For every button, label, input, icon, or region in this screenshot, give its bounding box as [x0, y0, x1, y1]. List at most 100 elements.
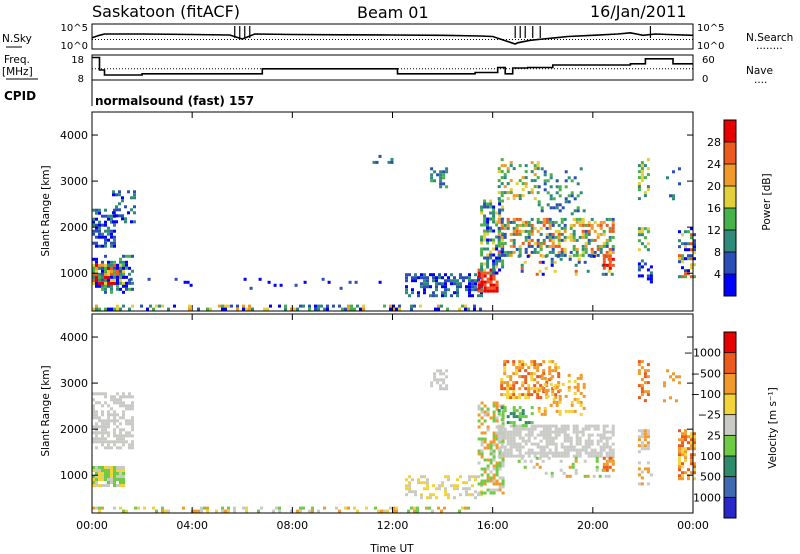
data-cell — [587, 232, 591, 236]
data-cell — [643, 194, 647, 198]
data-cell — [503, 241, 507, 245]
data-cell — [116, 284, 119, 288]
scatter-region-13 — [637, 360, 650, 403]
data-cell — [489, 458, 493, 462]
data-cell — [474, 288, 477, 292]
data-cell — [640, 470, 644, 474]
data-cell — [486, 262, 490, 266]
data-cell — [317, 307, 320, 311]
data-cell — [554, 229, 558, 233]
data-cell — [486, 286, 490, 290]
data-cell — [408, 481, 411, 485]
data-cell — [602, 433, 606, 437]
data-cell — [174, 277, 178, 281]
data-cell — [456, 484, 459, 488]
data-cell — [533, 197, 537, 201]
data-cell — [483, 283, 487, 287]
data-cell — [574, 471, 578, 475]
data-cell — [224, 509, 227, 513]
data-cell — [550, 257, 554, 261]
data-cell — [242, 506, 245, 510]
data-cell — [515, 372, 519, 376]
data-cell — [113, 235, 116, 239]
data-cell — [521, 366, 525, 370]
data-cell — [643, 164, 647, 168]
data-cell — [693, 447, 696, 451]
data-cell — [693, 432, 696, 436]
data-cell — [599, 433, 603, 437]
data-cell — [441, 285, 444, 289]
data-cell — [110, 267, 113, 270]
scatter-region-16 — [663, 369, 681, 403]
data-cell — [578, 451, 582, 455]
data-cell — [302, 304, 305, 308]
data-cell — [477, 482, 481, 486]
data-cell — [113, 241, 116, 245]
data-cell — [605, 254, 609, 258]
data-cell — [684, 275, 687, 279]
data-cell — [110, 446, 113, 450]
data-cell — [684, 245, 687, 249]
data-cell — [564, 185, 568, 189]
scatter-region-1 — [112, 190, 136, 224]
data-cell — [501, 208, 505, 212]
data-cell — [690, 462, 693, 466]
scatter-region-1 — [92, 466, 125, 487]
data-cell — [578, 253, 582, 257]
data-cell — [267, 280, 271, 284]
data-cell — [693, 471, 696, 475]
data-cell — [637, 262, 641, 266]
data-cell — [128, 266, 131, 270]
data-cell — [521, 439, 525, 443]
data-cell — [587, 424, 591, 428]
data-cell — [687, 257, 690, 261]
data-cell — [527, 393, 531, 397]
data-cell — [663, 399, 666, 403]
data-cell — [512, 238, 516, 242]
data-cell — [468, 294, 471, 298]
data-cell — [474, 490, 477, 494]
data-cell — [533, 247, 537, 251]
data-cell — [515, 247, 519, 251]
data-cell — [643, 176, 647, 180]
data-cell — [521, 182, 525, 186]
data-cell — [605, 465, 609, 469]
data-cell — [564, 409, 568, 413]
data-cell — [605, 217, 609, 221]
data-cell — [116, 266, 119, 270]
data-cell — [113, 269, 116, 273]
data-cell — [599, 223, 603, 227]
data-cell — [473, 307, 476, 311]
data-cell — [122, 266, 125, 270]
data-cell — [450, 273, 453, 277]
data-cell — [690, 233, 693, 237]
data-cell — [509, 448, 513, 452]
data-cell — [426, 484, 429, 488]
data-cell — [294, 283, 298, 287]
data-cell — [605, 241, 609, 245]
data-cell — [101, 223, 104, 227]
data-cell — [125, 404, 128, 408]
data-cell — [125, 287, 128, 291]
data-cell — [536, 433, 540, 437]
data-cell — [477, 419, 481, 423]
velocity-ylabel: Slant Range [km] — [40, 365, 52, 456]
data-cell — [530, 238, 534, 242]
data-cell — [503, 451, 507, 455]
data-cell — [608, 266, 612, 270]
colorbar-segment — [724, 332, 736, 353]
data-cell — [92, 273, 95, 276]
data-cell — [104, 290, 107, 294]
data-cell — [558, 194, 562, 198]
data-cell — [95, 211, 98, 215]
data-cell — [558, 185, 562, 189]
data-cell — [119, 398, 122, 402]
data-cell — [684, 456, 687, 460]
data-cell — [506, 387, 510, 391]
data-cell — [115, 205, 118, 209]
scatter-region-18 — [637, 259, 653, 284]
data-cell — [503, 445, 507, 449]
data-cell — [548, 226, 552, 230]
data-cell — [640, 259, 644, 263]
data-cell — [480, 422, 484, 426]
